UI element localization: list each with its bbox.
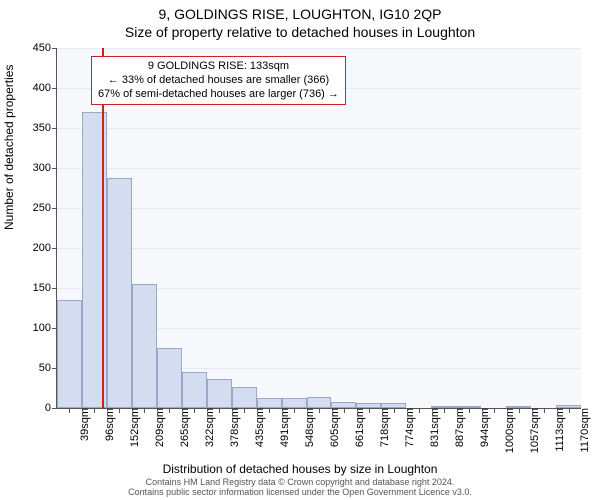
xtick-mark (469, 408, 470, 413)
ytick-label: 150 (33, 282, 57, 294)
gridline-h (57, 168, 581, 169)
title-line-1: 9, GOLDINGS RISE, LOUGHTON, IG10 2QP (0, 6, 600, 22)
xtick-mark (169, 408, 170, 413)
annotation-line-1: 9 GOLDINGS RISE: 133sqm (98, 60, 339, 74)
xtick-label: 39sqm (73, 408, 91, 441)
y-axis-label: Number of detached properties (2, 65, 16, 230)
chart-plot-area: 05010015020025030035040045039sqm96sqm152… (56, 48, 581, 409)
xtick-label: 152sqm (123, 408, 141, 447)
xtick-mark (319, 408, 320, 413)
xtick-mark (494, 408, 495, 413)
xtick-label: 96sqm (98, 408, 116, 441)
xtick-label: 887sqm (448, 408, 466, 447)
ytick-label: 450 (33, 42, 57, 54)
xtick-mark (344, 408, 345, 413)
footer-attribution: Contains HM Land Registry data © Crown c… (0, 478, 600, 498)
xtick-label: 322sqm (198, 408, 216, 447)
xtick-mark (544, 408, 545, 413)
xtick-mark (69, 408, 70, 413)
xtick-mark (144, 408, 145, 413)
gridline-h (57, 248, 581, 249)
xtick-label: 378sqm (223, 408, 241, 447)
bar (282, 398, 307, 408)
ytick-label: 0 (45, 402, 57, 414)
bar (257, 398, 282, 408)
xtick-label: 491sqm (273, 408, 291, 447)
ytick-label: 100 (33, 322, 57, 334)
xtick-mark (294, 408, 295, 413)
xtick-label: 661sqm (348, 408, 366, 447)
ytick-label: 50 (39, 362, 57, 374)
xtick-label: 1113sqm (548, 408, 566, 452)
xtick-label: 1057sqm (523, 408, 541, 453)
footer-line-2: Contains public sector information licen… (0, 488, 600, 498)
annotation-line-2: ← 33% of detached houses are smaller (36… (98, 74, 339, 88)
xtick-mark (244, 408, 245, 413)
xtick-label: 605sqm (323, 408, 341, 447)
xtick-mark (119, 408, 120, 413)
ytick-label: 250 (33, 202, 57, 214)
bar (307, 397, 332, 408)
xtick-mark (269, 408, 270, 413)
ytick-label: 300 (33, 162, 57, 174)
xtick-mark (394, 408, 395, 413)
ytick-label: 200 (33, 242, 57, 254)
xtick-mark (419, 408, 420, 413)
xtick-mark (219, 408, 220, 413)
bar (57, 300, 82, 408)
gridline-h (57, 48, 581, 49)
bar (182, 372, 207, 408)
gridline-h (57, 208, 581, 209)
xtick-label: 265sqm (173, 408, 191, 447)
xtick-mark (569, 408, 570, 413)
title-line-2: Size of property relative to detached ho… (0, 24, 600, 40)
xtick-label: 718sqm (373, 408, 391, 447)
gridline-h (57, 128, 581, 129)
bar (157, 348, 182, 408)
xtick-label: 831sqm (423, 408, 441, 447)
xtick-label: 774sqm (398, 408, 416, 447)
x-axis-label: Distribution of detached houses by size … (0, 462, 600, 476)
bar (107, 178, 132, 408)
ytick-label: 400 (33, 82, 57, 94)
annotation-box: 9 GOLDINGS RISE: 133sqm ← 33% of detache… (91, 56, 346, 105)
xtick-mark (444, 408, 445, 413)
xtick-mark (369, 408, 370, 413)
ytick-label: 350 (33, 122, 57, 134)
xtick-label: 209sqm (148, 408, 166, 447)
xtick-mark (94, 408, 95, 413)
xtick-label: 548sqm (298, 408, 316, 447)
bar (207, 379, 232, 408)
xtick-label: 1000sqm (498, 408, 516, 453)
xtick-mark (194, 408, 195, 413)
xtick-label: 1170sqm (573, 408, 591, 452)
xtick-label: 435sqm (248, 408, 266, 447)
bar (232, 387, 257, 408)
bar (132, 284, 157, 408)
xtick-label: 944sqm (473, 408, 491, 447)
xtick-mark (519, 408, 520, 413)
annotation-line-3: 67% of semi-detached houses are larger (… (98, 88, 339, 102)
